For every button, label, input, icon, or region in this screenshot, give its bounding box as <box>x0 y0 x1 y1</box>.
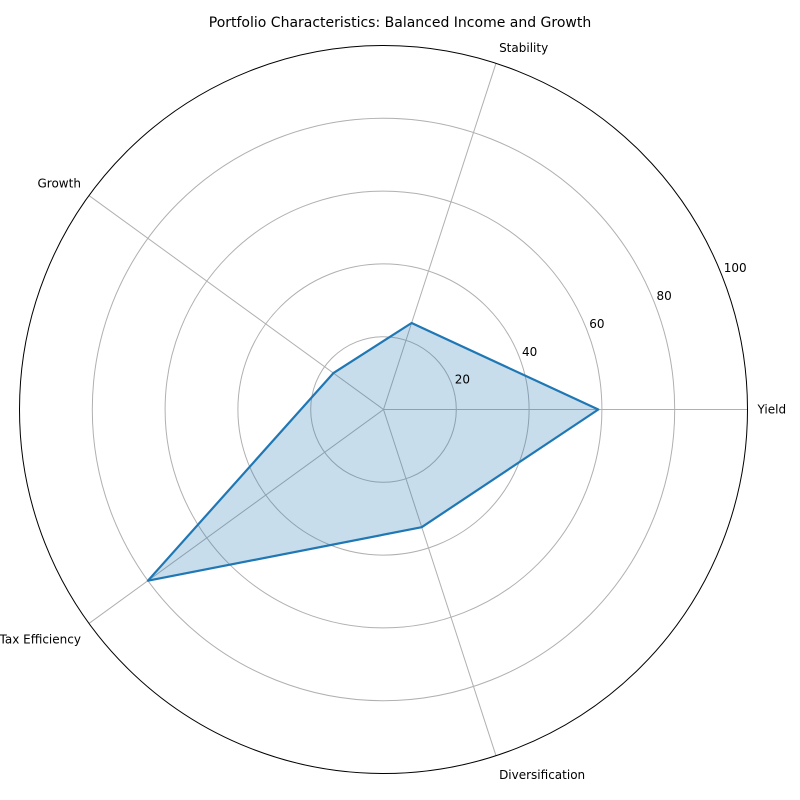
category-label-tax-efficiency: Tax Efficiency <box>0 632 81 646</box>
label-layer: 20 40 60 80 100 Yield Stability Growth Tax Effic… <box>0 41 786 782</box>
category-label-yield: Yield <box>757 403 787 417</box>
r-tick-label: 20 <box>455 373 470 387</box>
spoke-tax-efficiency <box>88 409 384 624</box>
data-layer <box>146 321 600 582</box>
spoke-diversification <box>383 409 497 756</box>
category-label-growth: Growth <box>37 177 80 191</box>
r-tick-label: 100 <box>724 261 747 275</box>
r-tick-label: 40 <box>522 345 537 359</box>
category-label-stability: Stability <box>499 41 548 55</box>
r-tick-label: 60 <box>589 317 604 331</box>
polar-frame <box>19 45 748 774</box>
series-line <box>146 321 600 582</box>
series-fill-area <box>147 323 599 581</box>
spoke-growth <box>88 195 384 410</box>
chart-title: Portfolio Characteristics: Balanced Inco… <box>208 15 592 31</box>
category-label-diversification: Diversification <box>499 768 585 782</box>
r-tick-label: 80 <box>657 289 672 303</box>
grid-layer <box>19 45 748 774</box>
spoke-stability <box>383 63 497 410</box>
